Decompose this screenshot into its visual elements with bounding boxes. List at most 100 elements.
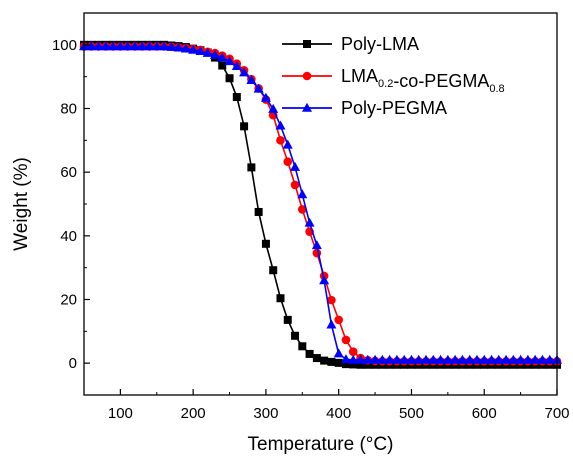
series-1-point xyxy=(341,360,350,369)
y-tick-label: 100 xyxy=(52,37,77,54)
series-3-point xyxy=(166,41,177,51)
series-1-point xyxy=(247,163,256,172)
series-2-point xyxy=(334,315,343,325)
series-1-point xyxy=(327,357,336,366)
series-3-point xyxy=(471,354,482,364)
series-1-point xyxy=(269,266,278,275)
y-tick-label: 80 xyxy=(60,101,77,118)
series-3-point xyxy=(501,354,512,364)
series-3-point xyxy=(282,139,293,149)
series-3-point xyxy=(151,41,162,51)
series-3-point xyxy=(348,354,359,364)
series-1-point xyxy=(363,360,372,369)
series-3-point xyxy=(537,354,548,364)
series-3-point xyxy=(450,354,461,364)
x-tick-label: 300 xyxy=(253,405,278,422)
series-3-point xyxy=(224,56,235,66)
series-3-point xyxy=(275,120,286,130)
y-tick-label: 20 xyxy=(60,292,77,309)
x-axis-title: Temperature (°C) xyxy=(248,434,394,455)
series-3-point xyxy=(144,41,155,51)
series-2-point xyxy=(348,347,358,357)
legend-label: Poly-PEGMA xyxy=(341,98,447,118)
series-2-point xyxy=(290,180,300,190)
x-tick-label: 600 xyxy=(472,405,497,422)
series-1-point xyxy=(356,360,365,369)
series-3-point xyxy=(326,319,337,329)
series-1-point xyxy=(261,239,270,248)
series-3-point xyxy=(391,354,402,364)
series-3-point xyxy=(464,354,475,364)
series-3-point xyxy=(195,46,206,55)
tick-layer: 100 200 300 400 500 600 700 0 20 40 60 80 100 xyxy=(52,12,570,422)
series-3-point xyxy=(486,354,497,364)
series-3-point xyxy=(115,41,126,51)
series-3-point xyxy=(479,354,490,364)
series-1-point xyxy=(305,349,314,358)
series-3-point xyxy=(108,41,119,51)
legend-entry-2: LMA0.2-co-PEGMA0.8 xyxy=(282,66,505,95)
series-3-point xyxy=(370,354,381,364)
x-tick-label: 100 xyxy=(108,405,133,422)
series-1-point xyxy=(232,93,241,102)
series-3-point xyxy=(209,49,220,59)
series-3-point xyxy=(173,42,184,52)
series-3-point xyxy=(122,41,133,51)
series-3-point xyxy=(493,354,504,364)
y-tick-label: 40 xyxy=(60,228,77,245)
legend-entry-1: Poly-LMA xyxy=(282,34,419,54)
series-3-point xyxy=(377,354,388,364)
series-3-point xyxy=(253,83,264,93)
series-1-point xyxy=(320,356,329,365)
series-3-point xyxy=(515,354,526,364)
series-1-point xyxy=(240,122,249,131)
series-3-point xyxy=(159,41,170,51)
legend-label: Poly-LMA xyxy=(341,34,419,54)
series-3-point xyxy=(297,189,308,199)
series-1-point xyxy=(334,358,343,367)
series-3-point xyxy=(304,217,315,227)
series-3-point xyxy=(384,354,395,364)
series-3-point xyxy=(413,354,424,364)
series-3-point xyxy=(406,354,417,364)
legend-marker xyxy=(302,71,312,81)
series-3-point xyxy=(319,275,330,285)
series-3-point xyxy=(442,354,453,364)
series-3-point xyxy=(522,354,533,364)
series-3-point xyxy=(399,354,410,364)
series-1-point xyxy=(254,207,263,216)
series-3-point xyxy=(530,354,541,364)
legend-marker xyxy=(303,40,311,48)
series-3-point xyxy=(311,240,322,250)
series-2-point xyxy=(327,295,336,305)
series-3-point xyxy=(340,354,351,364)
series-1-point xyxy=(298,342,307,351)
series-3-point xyxy=(217,52,228,62)
series-2-point xyxy=(283,157,293,166)
series-1-point xyxy=(218,61,227,70)
x-tick-label: 400 xyxy=(326,405,351,422)
series-3-point xyxy=(188,44,199,54)
series-1-point xyxy=(276,294,285,303)
series-3-point xyxy=(421,354,432,364)
series-3 xyxy=(79,41,562,364)
x-tick-label: 500 xyxy=(399,405,424,422)
series-1-point xyxy=(283,315,292,324)
series-3-point xyxy=(202,47,213,57)
legend: Poly-LMA LMA0.2-co-PEGMA0.8 Poly-PEGMA xyxy=(282,34,505,118)
series-1-point xyxy=(349,360,358,369)
series-3-point xyxy=(544,354,555,364)
series-3-point xyxy=(180,43,191,53)
series-3-point xyxy=(246,74,257,84)
series-3-point xyxy=(93,41,104,51)
series-3-point xyxy=(239,67,250,77)
series-3-point xyxy=(86,41,97,51)
series-3-point xyxy=(231,60,242,70)
legend-label: LMA0.2-co-PEGMA0.8 xyxy=(341,66,505,95)
legend-entry-3: Poly-PEGMA xyxy=(282,98,447,118)
series-3-point xyxy=(435,354,446,364)
series-3-point xyxy=(137,41,148,51)
series-3-point xyxy=(355,354,366,364)
